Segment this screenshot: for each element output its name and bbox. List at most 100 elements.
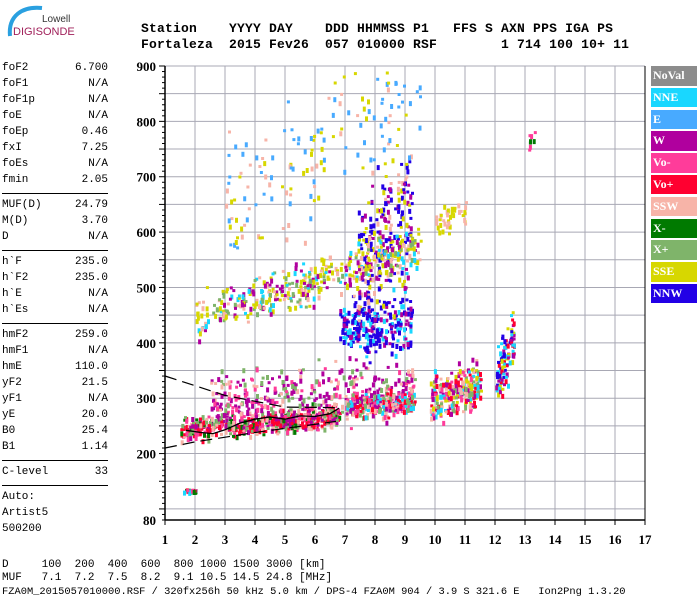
- echo-point: [408, 155, 411, 161]
- echo-point: [387, 278, 391, 282]
- echo-point: [409, 300, 413, 303]
- echo-point: [325, 412, 329, 418]
- echo-point: [211, 426, 215, 432]
- echo-point: [371, 325, 375, 329]
- echo-point: [234, 396, 238, 402]
- auto-scaling-line: Auto:: [2, 491, 36, 503]
- echo-point: [394, 395, 398, 401]
- x-tick-label: 7: [342, 532, 349, 547]
- echo-point: [371, 170, 375, 176]
- echo-point: [469, 381, 473, 385]
- echo-point: [440, 387, 444, 393]
- echo-point: [402, 242, 405, 248]
- echo-point: [294, 266, 298, 271]
- echo-point: [397, 127, 401, 131]
- echo-point: [388, 397, 392, 403]
- echo-point: [299, 369, 303, 375]
- echo-point: [316, 423, 320, 427]
- echo-point: [357, 248, 361, 254]
- echo-point: [376, 77, 380, 81]
- fitted-trace-line: [185, 407, 340, 435]
- echo-point: [241, 302, 244, 308]
- parameter-panel: foF2 6.700 foF1 N/A foF1p N/A foE N/A foEp 0.46 fx…: [2, 60, 108, 537]
- echo-point: [245, 402, 249, 408]
- echo-point: [449, 388, 453, 394]
- echo-point: [275, 421, 279, 427]
- echo-point: [225, 309, 229, 313]
- echo-point: [308, 304, 312, 308]
- echo-point: [508, 360, 512, 366]
- echo-point: [347, 310, 351, 316]
- echo-point: [395, 144, 399, 147]
- echo-point: [198, 418, 202, 424]
- echo-point: [334, 378, 338, 382]
- echo-point: [372, 258, 376, 262]
- echo-point: [291, 166, 295, 172]
- echo-point: [376, 208, 380, 214]
- echo-point: [464, 205, 468, 211]
- echo-point: [253, 303, 257, 309]
- echo-point: [192, 421, 196, 425]
- echo-point: [251, 403, 255, 409]
- echo-point: [362, 362, 366, 368]
- echo-point: [497, 392, 501, 398]
- echo-point: [215, 307, 219, 313]
- echo-point: [358, 325, 362, 331]
- echo-point: [242, 368, 246, 374]
- echo-point: [263, 161, 267, 167]
- echo-point: [329, 421, 333, 427]
- echo-point: [346, 334, 350, 338]
- echo-point: [448, 232, 451, 236]
- echo-point: [397, 321, 400, 325]
- echo-point: [218, 425, 221, 430]
- echo-point: [402, 312, 406, 316]
- echo-point: [300, 417, 303, 421]
- x-tick-label: 11: [459, 532, 471, 547]
- echo-point: [388, 226, 392, 232]
- param-row: h`Es N/A: [2, 302, 108, 318]
- param-row: hmE 110.0: [2, 359, 108, 375]
- echo-point: [409, 306, 413, 312]
- echo-point: [380, 101, 384, 105]
- echo-point: [375, 275, 379, 281]
- echo-point: [497, 362, 501, 368]
- echo-point: [324, 264, 328, 268]
- echo-point: [367, 390, 371, 394]
- echo-point: [417, 251, 420, 255]
- echo-point: [501, 387, 505, 391]
- echo-point: [396, 186, 400, 192]
- echo-point: [347, 342, 351, 346]
- echo-point: [360, 217, 364, 223]
- echo-point: [244, 394, 247, 398]
- echo-point: [397, 395, 401, 399]
- echo-point: [239, 303, 243, 309]
- echo-point: [340, 92, 344, 96]
- echo-point: [334, 392, 338, 398]
- echo-point: [192, 490, 196, 495]
- echo-point: [446, 399, 450, 403]
- echo-point: [373, 390, 376, 396]
- auto-scaling-line: Artist5: [2, 507, 49, 519]
- echo-point: [322, 395, 326, 398]
- echo-point: [261, 422, 264, 428]
- echo-point: [288, 201, 292, 207]
- echo-point: [401, 267, 405, 270]
- echo-point: [221, 289, 225, 293]
- echo-point: [306, 297, 310, 303]
- echo-point: [498, 373, 502, 379]
- echo-point: [358, 276, 362, 282]
- echo-point: [455, 404, 459, 408]
- echo-point: [472, 380, 475, 384]
- echo-point: [273, 389, 277, 395]
- param-value: 0.46: [81, 126, 108, 138]
- echo-point: [389, 388, 393, 394]
- echo-point: [470, 403, 474, 407]
- echo-point: [291, 384, 295, 389]
- echo-point: [449, 214, 452, 220]
- echo-point: [461, 214, 465, 218]
- echo-point: [196, 427, 200, 431]
- echo-point: [378, 257, 382, 263]
- echo-point: [446, 212, 450, 218]
- echo-point: [301, 407, 305, 411]
- echo-point: [387, 253, 391, 259]
